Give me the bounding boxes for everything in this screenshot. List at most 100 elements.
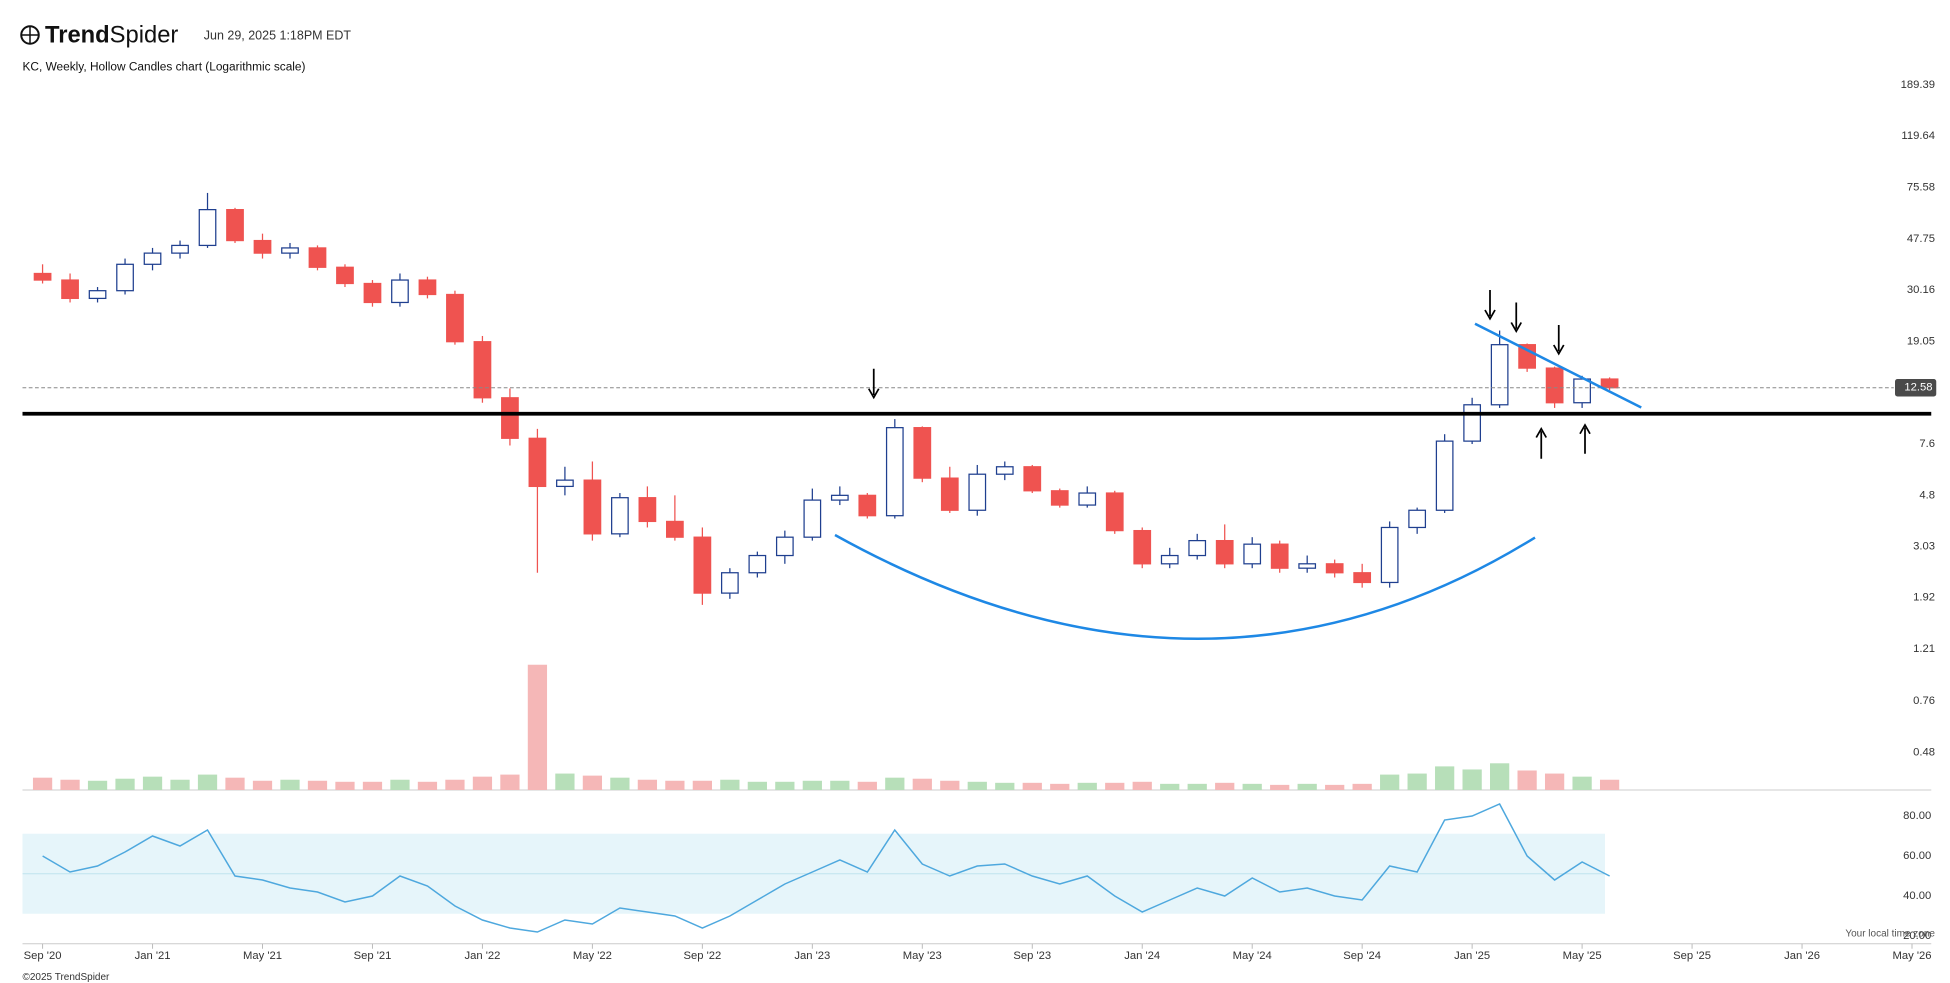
x-tick-label: May '25 [1563,950,1602,962]
x-tick-label: Sep '21 [354,950,392,962]
volume-bar [720,779,740,790]
volume-bar [335,781,355,790]
volume-bar [252,780,273,790]
plot: Sep '20 Jan '21 May '21 Sep '21 Jan '22 May '… [22,79,1937,962]
volume-bar [197,774,218,790]
volume-bar [1132,781,1152,790]
brand: TrendSpider [45,22,178,49]
candle-body [830,494,849,501]
brand-light: Spider [110,22,179,49]
candle-body [1188,539,1207,557]
volume-bar [637,779,658,790]
volume-bar [1022,782,1042,790]
y-tick-label: 19.05 [1907,335,1935,347]
x-tick-label: May '23 [903,950,942,962]
y-tick-label: 3.03 [1913,541,1935,553]
volume-bar [665,780,685,790]
candle-body [33,272,52,281]
candle-body [171,244,189,254]
candle-body [253,239,272,254]
volume-bar [885,777,905,790]
timestamp: Jun 29, 2025 1:18PM EDT [204,29,352,43]
candle-body [446,293,464,343]
candle-body [556,479,574,488]
rsi-line [42,803,1610,933]
volume-bar [555,773,575,790]
volume-bar [32,777,53,790]
volume-bar [802,780,822,790]
volume-bar [142,776,163,790]
volume-bar [1544,773,1565,790]
volume-bar [1380,774,1400,790]
candle-body [363,282,382,304]
candle-body [940,477,959,511]
candle-body [501,397,519,439]
trend-line [1474,322,1642,409]
candle-body [775,536,794,557]
candle-body [1078,492,1097,506]
volume-bar [830,780,850,790]
logo-icon [21,26,39,44]
volume-bar [1242,783,1262,790]
volume-bar [747,781,767,790]
x-tick-label: Jan '25 [1454,950,1490,962]
x-tick-label: May '22 [573,950,612,962]
candle-body [720,572,739,594]
arrow-down [1552,324,1565,356]
candle-body [858,494,877,517]
volume-bar [857,781,877,790]
volume-bar [1352,783,1372,790]
volume-bar [610,777,630,790]
y-tick-label: 4.8 [1919,489,1935,501]
candle-body [1380,526,1399,584]
volume-bar [995,782,1015,790]
volume-bar [1077,782,1097,790]
candle-body [1243,543,1262,565]
candle-body [968,473,987,511]
cup-curve [834,533,1536,640]
volume-bar [225,777,245,790]
volume-bar [1462,769,1482,790]
volume-bar [1105,782,1125,790]
volume-bar [390,779,410,790]
volume-bar [1490,763,1510,790]
y-tick-label: 1.21 [1913,643,1935,655]
x-tick-label: Jan '24 [1124,950,1160,962]
candle-body [748,554,767,574]
arrow-down [1484,289,1496,321]
y-tick-label: 47.75 [1907,233,1935,245]
rsi-tick-label: 60.00 [1903,850,1931,862]
x-tick-label: Sep '24 [1343,950,1381,962]
volume-bar [1050,783,1070,790]
x-tick-label: May '24 [1233,950,1272,962]
x-tick-label: Jan '23 [794,950,830,962]
volume-bar [472,776,493,790]
candle-body [885,427,904,517]
candle-body [1435,440,1454,511]
x-tick-label: Sep '23 [1013,950,1051,962]
timezone-note: Your local time zone [1845,928,1935,939]
candle-body [1270,543,1289,569]
volume-bar [1325,784,1345,790]
x-tick-label: Sep '20 [24,950,62,962]
volume-bar [1187,783,1207,790]
volume-bar [967,781,987,790]
candle-body [1545,367,1564,404]
arrow-down [867,368,880,400]
volume-bar [1599,779,1620,790]
candle-body [1408,509,1427,529]
candle-body [693,536,712,594]
x-tick-label: May '26 [1892,950,1931,962]
candle-body [336,266,354,285]
candle-body [1463,404,1482,442]
candle-body [1050,490,1069,506]
candle-body [1490,344,1509,406]
candle-body [116,263,134,292]
candle-body [308,247,327,268]
candle-body [666,520,684,538]
volume-bar [775,781,795,790]
candle-body [281,247,299,254]
volume-bar [692,780,712,790]
